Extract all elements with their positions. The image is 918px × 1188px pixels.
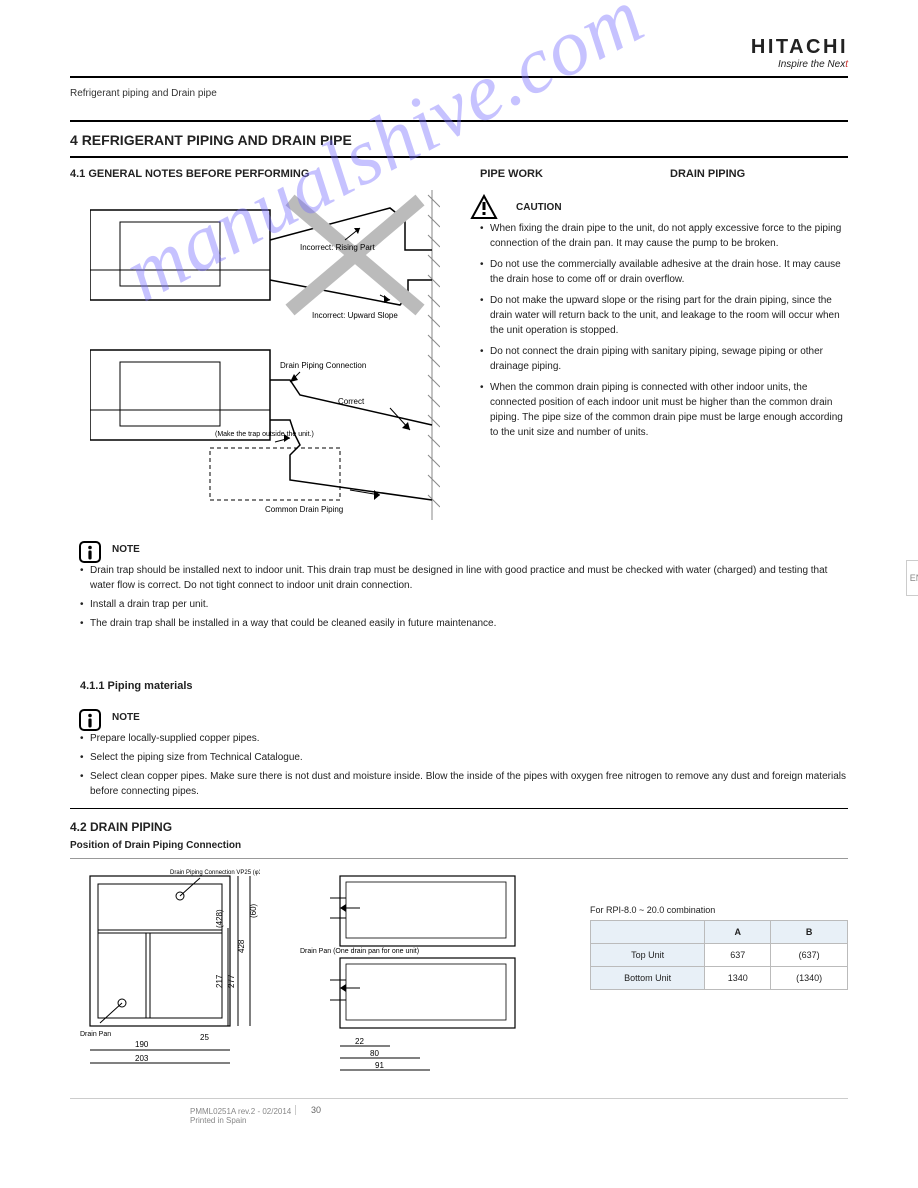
svg-text:91: 91: [375, 1061, 384, 1070]
language-tab: EN: [906, 560, 918, 596]
svg-text:428: 428: [237, 939, 246, 953]
table-row: Bottom Unit 1340 (1340): [591, 967, 848, 990]
note-item: Select the piping size from Technical Ca…: [80, 750, 850, 765]
svg-text:217: 217: [215, 974, 224, 988]
drain-position-title: Position of Drain Piping Connection: [70, 840, 241, 851]
sub-drain-piping: DRAIN PIPING: [670, 168, 745, 180]
section-4-2-title: 4.2 DRAIN PIPING: [70, 820, 172, 834]
note-item: Select clean copper pipes. Make sure the…: [80, 769, 850, 799]
table-row: Top Unit 637 (637): [591, 944, 848, 967]
sub-pipe-work: PIPE WORK: [480, 168, 543, 180]
note-2-list: Prepare locally-supplied copper pipes. S…: [80, 731, 850, 799]
logo-text: HITACHI: [751, 36, 848, 59]
svg-text:203: 203: [135, 1054, 149, 1063]
note-block-1: NOTE Drain trap should be installed next…: [80, 542, 850, 635]
svg-text:277: 277: [227, 974, 236, 988]
caution-item: When fixing the drain pipe to the unit, …: [480, 221, 850, 251]
caution-item: When the common drain piping is connecte…: [480, 380, 850, 440]
note-1-title: NOTE: [112, 542, 140, 557]
note-item: Drain trap should be installed next to i…: [80, 563, 850, 593]
section-rule-top: [70, 120, 848, 122]
note-item: The drain trap shall be installed in a w…: [80, 616, 850, 631]
drain-top-view: 428 (60) 277 217 (428) 190 203 25 Drain …: [80, 868, 260, 1078]
caution-list: When fixing the drain pipe to the unit, …: [480, 221, 850, 440]
caution-item: Do not use the commercially available ad…: [480, 257, 850, 287]
thin-divider: [70, 858, 848, 859]
caution-item: Do not make the upward slope or the risi…: [480, 293, 850, 338]
svg-text:Drain Pan (One drain pan for o: Drain Pan (One drain pan for one unit): [300, 948, 419, 955]
label-drain-conn: Drain Piping Connection: [280, 361, 366, 370]
table-note: For RPI-8.0 ~ 20.0 combination: [590, 905, 715, 915]
label-incorrect-rising: Incorrect: Rising Part: [300, 243, 375, 252]
footer: PMML0251A rev.2 - 02/2014 Printed in Spa…: [70, 1098, 848, 1148]
label-correct: Correct: [338, 397, 365, 406]
svg-text:(428): (428): [215, 909, 224, 928]
caution-title: CAUTION: [516, 200, 562, 215]
svg-text:22: 22: [355, 1037, 364, 1046]
sub-4-1: 4.1 GENERAL NOTES BEFORE PERFORMING: [70, 168, 309, 180]
table-header: A: [705, 921, 771, 944]
logo-subtext: Inspire the Next: [751, 59, 848, 70]
sub-4-1-1: 4.1.1 Piping materials: [80, 680, 193, 692]
section-rule-bottom: [70, 156, 848, 158]
caution-icon: [470, 194, 498, 220]
svg-text:(60): (60): [249, 903, 258, 918]
label-trap: (Make the trap outside the unit.): [215, 431, 314, 438]
note-item: Prepare locally-supplied copper pipes.: [80, 731, 850, 746]
table-header: B: [771, 921, 848, 944]
section-title: 4 REFRIGERANT PIPING AND DRAIN PIPE: [70, 132, 352, 148]
dimensions-table: A B Top Unit 637 (637) Bottom Unit 1340 …: [590, 920, 848, 990]
drain-slope-diagram: Incorrect: Rising Part Incorrect: Upward…: [90, 190, 440, 520]
top-rule: [70, 76, 848, 78]
label-incorrect-upward: Incorrect: Upward Slope: [312, 311, 398, 320]
caution-item: Do not connect the drain piping with san…: [480, 344, 850, 374]
note-item: Install a drain trap per unit.: [80, 597, 850, 612]
svg-text:Drain Pan: Drain Pan: [80, 1031, 111, 1038]
note-1-list: Drain trap should be installed next to i…: [80, 563, 850, 631]
info-icon: [78, 708, 102, 732]
svg-text:190: 190: [135, 1040, 149, 1049]
footer-page-number: 30: [295, 1105, 321, 1115]
note-block-2: NOTE Prepare locally-supplied copper pip…: [80, 710, 850, 803]
drain-side-view: Drain Pan (One drain pan for one unit) 2…: [300, 868, 520, 1078]
divider-4-2: [70, 808, 848, 809]
page-header: Refrigerant piping and Drain pipe: [70, 88, 217, 99]
table-header: [591, 921, 705, 944]
info-icon: [78, 540, 102, 564]
brand-logo: HITACHI Inspire the Next: [751, 36, 848, 70]
svg-text:Drain Piping Connection VP25 (: Drain Piping Connection VP25 (φ32)(2 par…: [170, 870, 260, 876]
caution-block: CAUTION When fixing the drain pipe to th…: [480, 200, 850, 446]
footer-doc-id: PMML0251A rev.2 - 02/2014 Printed in Spa…: [190, 1107, 291, 1125]
svg-text:25: 25: [200, 1033, 209, 1042]
note-2-title: NOTE: [112, 710, 140, 725]
svg-text:80: 80: [370, 1049, 379, 1058]
label-common: Common Drain Piping: [265, 505, 343, 514]
